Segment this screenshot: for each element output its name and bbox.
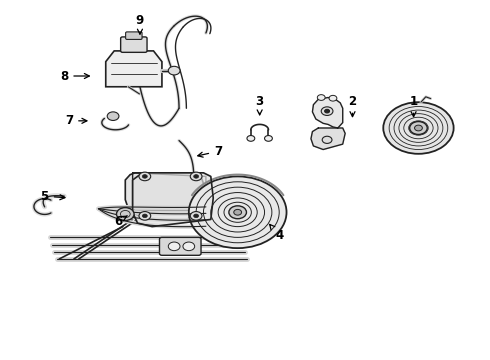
Circle shape — [247, 135, 255, 141]
Text: 7: 7 — [198, 145, 222, 158]
Circle shape — [190, 212, 202, 220]
Text: 8: 8 — [60, 69, 89, 82]
Circle shape — [329, 95, 337, 101]
Circle shape — [321, 107, 333, 116]
Text: 9: 9 — [136, 14, 144, 34]
FancyBboxPatch shape — [159, 237, 201, 255]
Circle shape — [410, 122, 427, 134]
Polygon shape — [311, 128, 345, 149]
Circle shape — [322, 136, 332, 143]
Circle shape — [117, 208, 134, 221]
Text: 5: 5 — [41, 190, 65, 203]
Polygon shape — [125, 173, 203, 211]
Circle shape — [143, 214, 147, 218]
Circle shape — [383, 102, 454, 154]
Circle shape — [265, 135, 272, 141]
Polygon shape — [313, 98, 343, 128]
Circle shape — [143, 175, 147, 178]
Text: 6: 6 — [114, 215, 127, 228]
Circle shape — [229, 206, 246, 219]
Text: 7: 7 — [65, 114, 87, 127]
Circle shape — [190, 172, 202, 181]
Circle shape — [168, 242, 180, 251]
Text: 3: 3 — [256, 95, 264, 115]
Circle shape — [325, 109, 330, 113]
Circle shape — [194, 175, 198, 178]
FancyBboxPatch shape — [121, 37, 147, 52]
Circle shape — [139, 172, 151, 181]
Polygon shape — [106, 51, 162, 87]
Circle shape — [234, 210, 242, 215]
Circle shape — [183, 242, 195, 251]
Polygon shape — [133, 173, 213, 226]
Text: 2: 2 — [348, 95, 357, 117]
Circle shape — [318, 95, 325, 100]
Text: 4: 4 — [270, 224, 283, 242]
Circle shape — [415, 125, 422, 131]
Circle shape — [139, 212, 151, 220]
Text: 1: 1 — [410, 95, 417, 117]
Circle shape — [107, 112, 119, 121]
Circle shape — [168, 66, 180, 75]
FancyBboxPatch shape — [125, 32, 142, 40]
Circle shape — [194, 214, 198, 218]
Circle shape — [189, 176, 287, 248]
